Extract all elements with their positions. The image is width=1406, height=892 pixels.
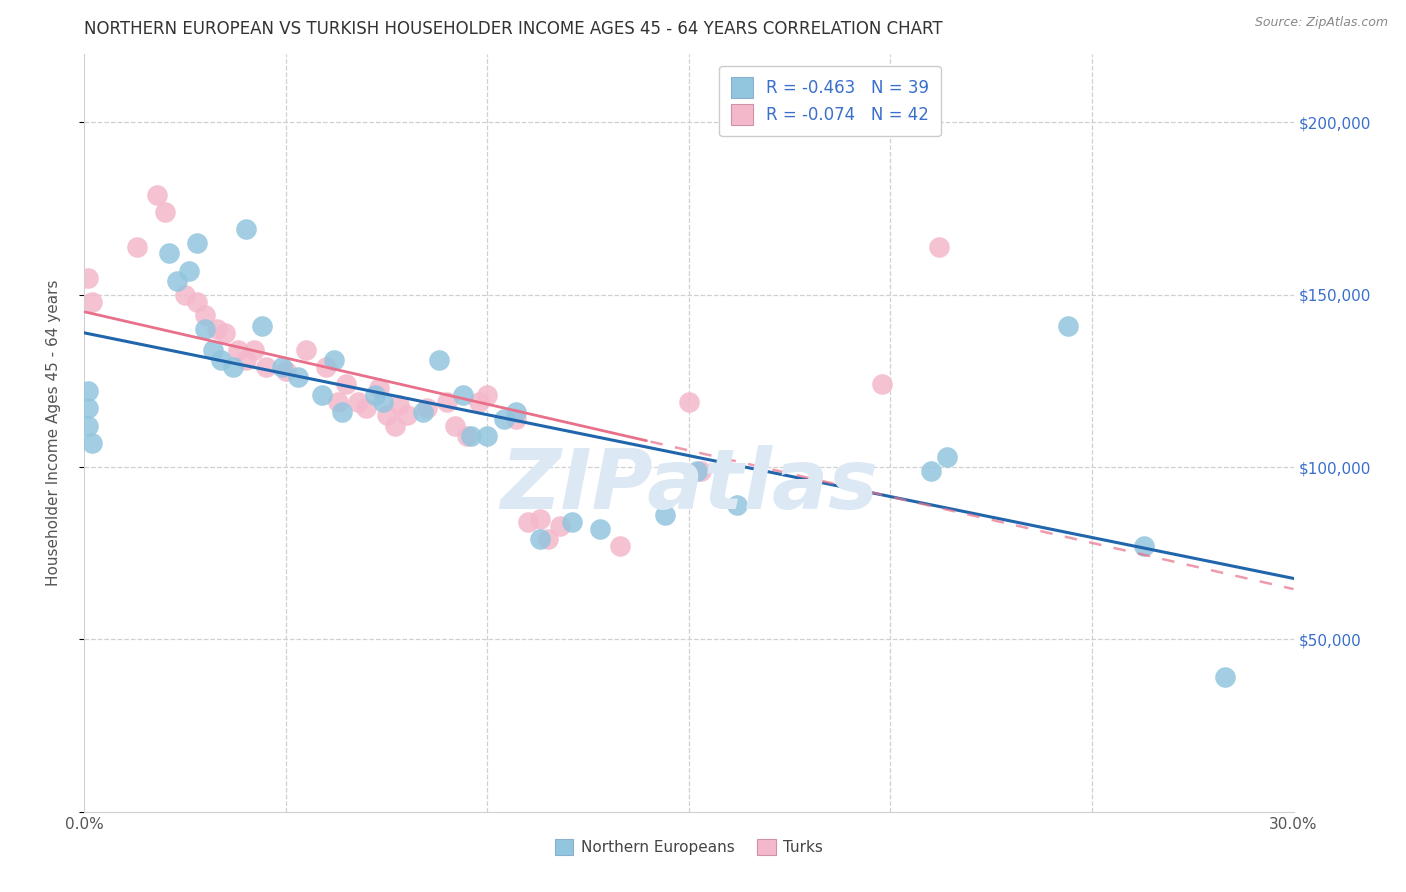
Point bbox=[492, 412, 515, 426]
Point bbox=[1213, 670, 1236, 684]
Point bbox=[235, 353, 257, 368]
Point bbox=[589, 522, 612, 536]
Point bbox=[194, 309, 217, 323]
Point bbox=[516, 515, 538, 529]
Point bbox=[451, 387, 474, 401]
Point bbox=[537, 533, 560, 547]
Text: NORTHERN EUROPEAN VS TURKISH HOUSEHOLDER INCOME AGES 45 - 64 YEARS CORRELATION C: NORTHERN EUROPEAN VS TURKISH HOUSEHOLDER… bbox=[84, 21, 943, 38]
Point bbox=[654, 508, 676, 523]
Point bbox=[82, 294, 104, 309]
Point bbox=[146, 187, 169, 202]
Point bbox=[872, 377, 894, 392]
Point bbox=[384, 418, 406, 433]
Point bbox=[529, 512, 551, 526]
Point bbox=[920, 464, 942, 478]
Point bbox=[460, 429, 482, 443]
Point bbox=[416, 401, 439, 416]
Point bbox=[77, 384, 100, 399]
Point bbox=[174, 287, 197, 301]
Point bbox=[186, 294, 208, 309]
Point bbox=[125, 239, 148, 253]
Point bbox=[209, 353, 232, 368]
Point bbox=[548, 518, 571, 533]
Y-axis label: Householder Income Ages 45 - 64 years: Householder Income Ages 45 - 64 years bbox=[46, 279, 60, 586]
Point bbox=[609, 539, 631, 553]
Point bbox=[725, 498, 748, 512]
Point bbox=[686, 464, 709, 478]
Point bbox=[242, 343, 264, 357]
Point bbox=[375, 409, 398, 423]
Point bbox=[77, 418, 100, 433]
Point bbox=[323, 353, 346, 368]
Point bbox=[235, 222, 257, 236]
Point bbox=[186, 236, 208, 251]
Point bbox=[287, 370, 309, 384]
Point bbox=[529, 533, 551, 547]
Point bbox=[367, 381, 389, 395]
Point bbox=[194, 322, 217, 336]
Point bbox=[356, 401, 378, 416]
Point bbox=[311, 387, 333, 401]
Text: ZIPatlas: ZIPatlas bbox=[501, 445, 877, 526]
Point bbox=[274, 363, 297, 377]
Point bbox=[82, 436, 104, 450]
Point bbox=[412, 405, 434, 419]
Point bbox=[335, 377, 357, 392]
Point bbox=[202, 343, 225, 357]
Point bbox=[363, 387, 385, 401]
Point bbox=[1056, 318, 1078, 333]
Point bbox=[250, 318, 273, 333]
Point bbox=[436, 394, 458, 409]
Point bbox=[315, 360, 337, 375]
Point bbox=[935, 450, 957, 464]
Point bbox=[226, 343, 249, 357]
Point bbox=[330, 405, 353, 419]
Point bbox=[328, 394, 350, 409]
Point bbox=[678, 394, 700, 409]
Point bbox=[254, 360, 277, 375]
Point bbox=[505, 405, 527, 419]
Point bbox=[207, 322, 229, 336]
Point bbox=[427, 353, 450, 368]
Point bbox=[214, 326, 236, 340]
Point bbox=[690, 464, 713, 478]
Point bbox=[371, 394, 394, 409]
Point bbox=[179, 263, 201, 277]
Point bbox=[561, 515, 583, 529]
Point bbox=[477, 429, 499, 443]
Point bbox=[157, 246, 180, 260]
Point bbox=[444, 418, 467, 433]
Text: Source: ZipAtlas.com: Source: ZipAtlas.com bbox=[1254, 16, 1388, 29]
Point bbox=[270, 360, 292, 375]
Legend: Northern Europeans, Turks: Northern Europeans, Turks bbox=[548, 833, 830, 861]
Point bbox=[77, 270, 100, 285]
Point bbox=[77, 401, 100, 416]
Point bbox=[153, 205, 176, 219]
Point bbox=[505, 412, 527, 426]
Point bbox=[295, 343, 318, 357]
Point bbox=[347, 394, 370, 409]
Point bbox=[395, 409, 418, 423]
Point bbox=[1133, 539, 1156, 553]
Point bbox=[477, 387, 499, 401]
Point bbox=[222, 360, 245, 375]
Point bbox=[468, 394, 491, 409]
Point bbox=[456, 429, 478, 443]
Point bbox=[388, 398, 411, 412]
Point bbox=[928, 239, 950, 253]
Point bbox=[166, 274, 188, 288]
